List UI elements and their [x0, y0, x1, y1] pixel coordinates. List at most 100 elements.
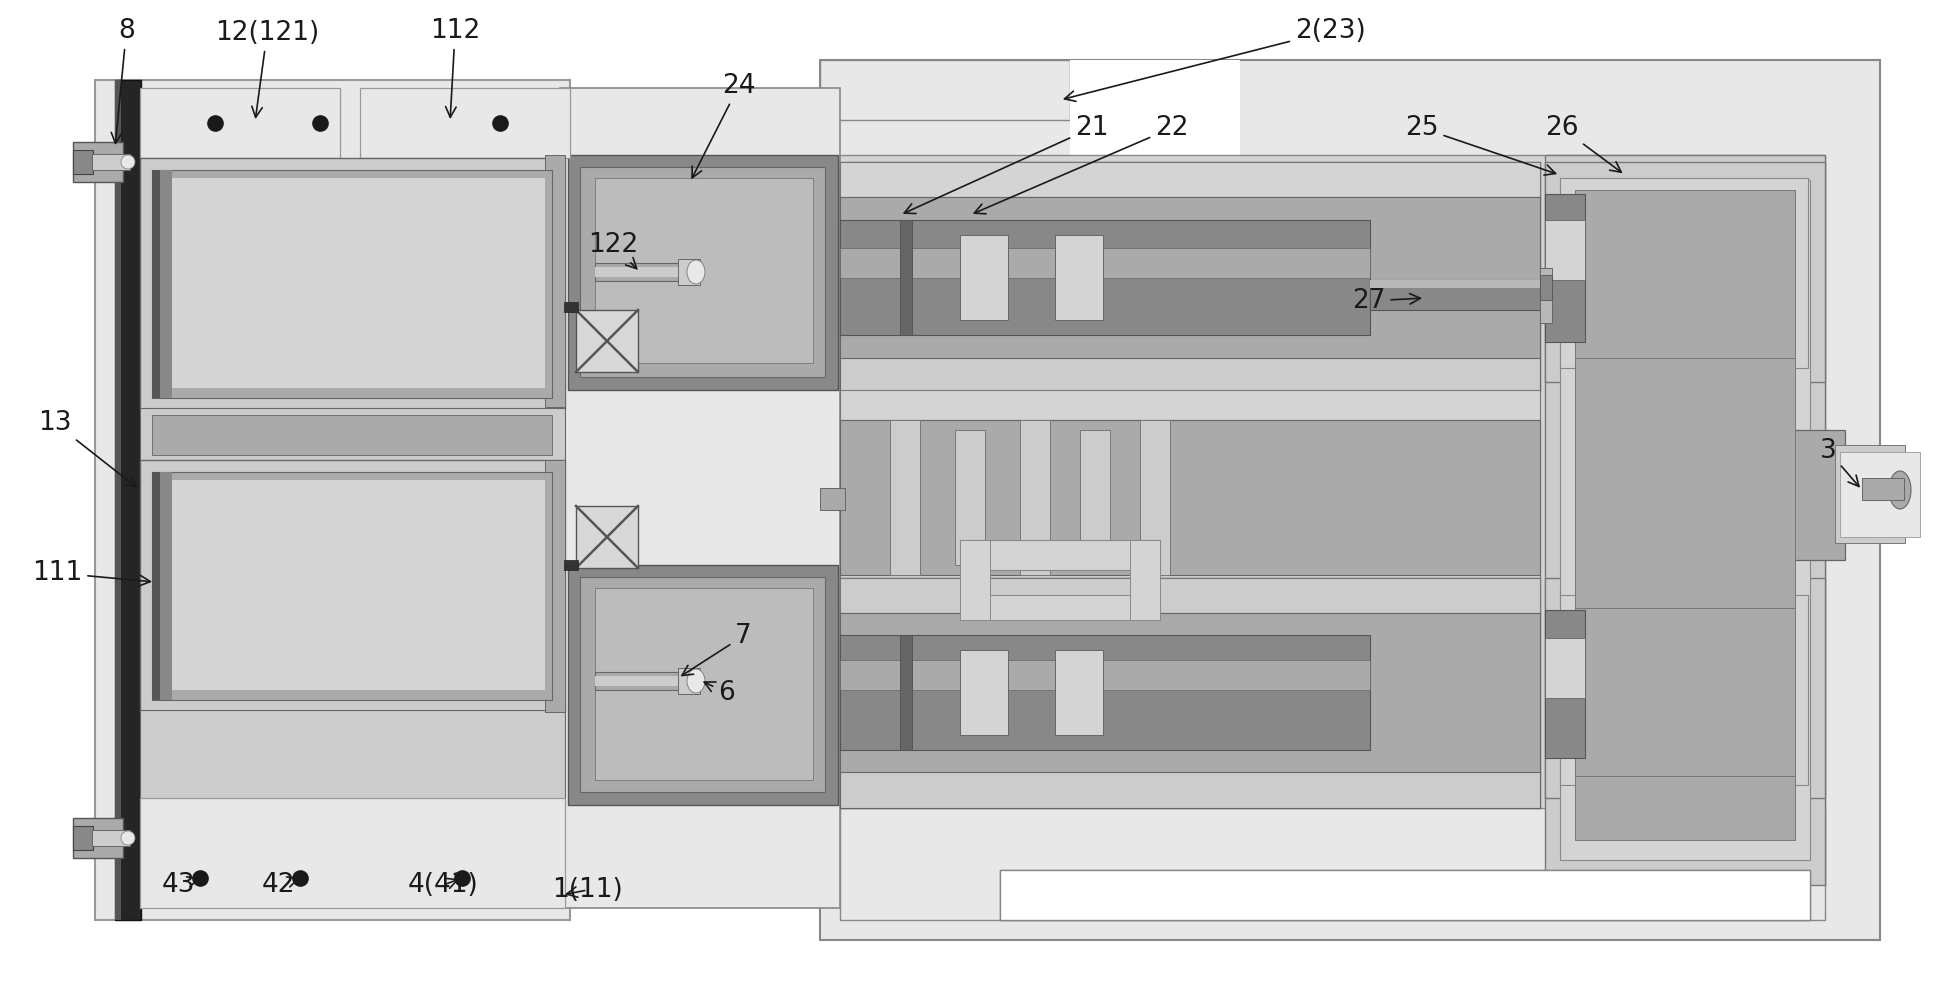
Bar [1862, 478, 1903, 500]
Bar [1140, 420, 1171, 575]
Bar [114, 80, 120, 920]
Bar [1839, 452, 1921, 537]
Bar [74, 818, 122, 858]
Bar [1070, 60, 1240, 200]
Bar [595, 672, 680, 690]
Text: 25: 25 [1405, 115, 1556, 175]
Bar [564, 302, 578, 312]
Bar [151, 170, 172, 398]
Bar [1541, 268, 1552, 323]
Bar [1560, 180, 1810, 860]
Bar [360, 88, 570, 158]
Bar [545, 460, 566, 712]
Bar [839, 578, 1541, 808]
Bar [1370, 280, 1545, 310]
Ellipse shape [120, 831, 136, 845]
Bar [114, 80, 141, 920]
Bar [140, 158, 566, 410]
Bar [140, 408, 566, 463]
Text: 1(11): 1(11) [552, 877, 622, 903]
Bar [839, 248, 1370, 278]
Bar [678, 259, 700, 285]
Bar [839, 162, 1541, 392]
Bar [899, 220, 913, 335]
Bar [1560, 595, 1808, 785]
Text: 112: 112 [430, 18, 481, 117]
Bar [1079, 430, 1110, 565]
Ellipse shape [686, 669, 705, 693]
Bar [1576, 608, 1795, 776]
Bar [545, 155, 566, 407]
Bar [1054, 650, 1103, 735]
Text: 24: 24 [692, 73, 756, 178]
Bar [151, 170, 552, 398]
Text: 12(121): 12(121) [215, 20, 320, 117]
Bar [595, 178, 814, 363]
Bar [839, 578, 1541, 613]
Bar [1576, 200, 1795, 840]
Bar [1130, 540, 1161, 620]
Text: 43: 43 [163, 872, 200, 898]
Bar [839, 220, 1370, 335]
Ellipse shape [120, 155, 136, 169]
Bar [74, 142, 122, 182]
Bar [151, 472, 161, 700]
Bar [1545, 162, 1826, 382]
Bar [564, 560, 578, 570]
Text: 42: 42 [262, 872, 298, 898]
Bar [1000, 870, 1810, 920]
Bar [955, 430, 985, 565]
Bar [839, 162, 1541, 197]
Text: 26: 26 [1545, 115, 1622, 172]
Bar [579, 577, 826, 792]
Bar [959, 235, 1008, 320]
Ellipse shape [1890, 471, 1911, 509]
Bar [140, 460, 566, 712]
Bar [161, 480, 545, 690]
Bar [1370, 280, 1545, 288]
Bar [839, 772, 1541, 808]
Bar [1545, 610, 1585, 758]
Bar [1545, 578, 1826, 798]
Bar [890, 420, 921, 575]
Bar [1019, 420, 1050, 575]
Bar [576, 506, 638, 568]
Bar [839, 418, 1541, 578]
Bar [839, 358, 1541, 392]
Bar [839, 613, 1541, 775]
Bar [91, 830, 130, 846]
Bar [839, 390, 1541, 420]
Text: 13: 13 [39, 410, 136, 487]
Bar [161, 178, 545, 388]
Bar [899, 635, 913, 750]
Bar [1560, 178, 1808, 368]
Bar [839, 420, 1541, 575]
Bar [568, 155, 837, 390]
Bar [959, 650, 1008, 735]
Text: 22: 22 [975, 115, 1188, 214]
Bar [151, 170, 161, 398]
Text: 3: 3 [1820, 438, 1859, 486]
Bar [151, 415, 552, 455]
Bar [74, 150, 93, 174]
Bar [568, 565, 837, 805]
Text: 6: 6 [703, 680, 735, 706]
Bar [1545, 155, 1826, 885]
Bar [595, 588, 814, 780]
Bar [74, 826, 93, 850]
Bar [839, 635, 1370, 750]
Bar [959, 595, 1161, 620]
Bar [839, 660, 1370, 690]
Text: 27: 27 [1353, 288, 1421, 314]
Bar [820, 60, 1070, 120]
Bar [1545, 220, 1585, 280]
Text: 7: 7 [682, 623, 752, 675]
Bar [839, 197, 1541, 359]
Bar [95, 80, 570, 920]
Bar [1791, 430, 1845, 560]
Bar [140, 798, 566, 908]
Bar [140, 710, 566, 800]
Bar [91, 154, 130, 170]
Bar [1835, 445, 1905, 543]
Ellipse shape [686, 260, 705, 284]
